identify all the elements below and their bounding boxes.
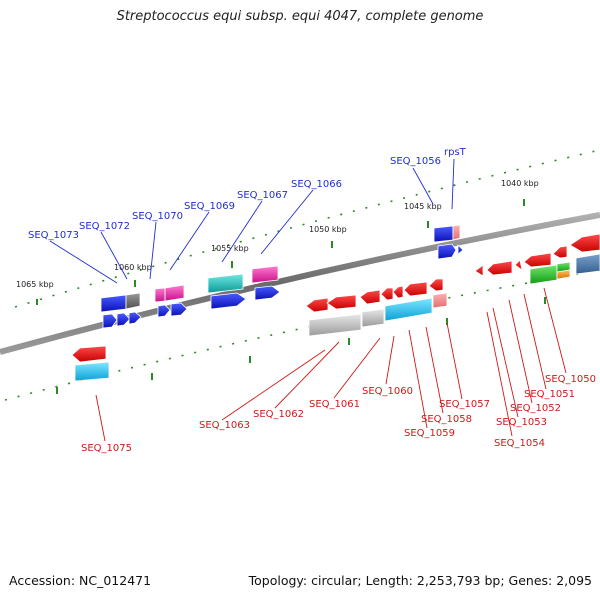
genome-backbone: [0, 212, 600, 355]
gene-label-seq1062[interactable]: SEQ_1062: [253, 409, 304, 420]
gene-seq1067-block[interactable]: [207, 273, 244, 294]
gene-seq1054-arrow[interactable]: [474, 264, 484, 277]
gene-label-seq1060[interactable]: SEQ_1060: [362, 386, 413, 397]
gene-label-seq1059[interactable]: SEQ_1059: [404, 428, 455, 439]
gene-seq1049-arrow[interactable]: [569, 233, 600, 253]
gene-label-seq1056[interactable]: SEQ_1056: [390, 156, 441, 167]
gene-seq1073-block[interactable]: [100, 294, 127, 313]
gene-seq1072-block[interactable]: [125, 292, 141, 310]
gene-seq1057-block[interactable]: [432, 292, 448, 309]
gene-seq1052-arrow[interactable]: [514, 259, 523, 271]
gene-label-seq1073[interactable]: SEQ_1073: [28, 230, 79, 241]
gene-label-seq1066[interactable]: SEQ_1066: [291, 179, 342, 190]
kbp-label-1055: 1055 kbp: [211, 244, 249, 253]
gene-label-seq1053[interactable]: SEQ_1053: [496, 417, 547, 428]
kbp-label-1045: 1045 kbp: [404, 202, 442, 211]
gene-seq1060-arrow-a[interactable]: [380, 287, 394, 301]
gene-label-seq1052[interactable]: SEQ_1052: [510, 403, 561, 414]
gene-label-rpst[interactable]: rpsT: [444, 147, 467, 158]
gene-seq1069-block[interactable]: [164, 284, 185, 302]
gene-seq1075-block[interactable]: [74, 361, 110, 382]
gene-seq1069-arrow[interactable]: [170, 302, 188, 317]
forward-leader-lines: [49, 158, 455, 284]
gene-seq1050-arrow[interactable]: [552, 245, 568, 259]
gene-seq1058-arrow[interactable]: [428, 278, 444, 292]
gene-label-seq1061[interactable]: SEQ_1061: [309, 399, 360, 410]
kbp-label-1050: 1050 kbp: [309, 225, 347, 234]
gene-seq1062-arrow[interactable]: [326, 294, 357, 310]
kbp-label-1060: 1060 kbp: [114, 263, 152, 272]
accession-text: Accession: NC_012471: [9, 573, 152, 588]
gene-seq1063-block[interactable]: [308, 313, 362, 337]
gene-seq1050-block-b[interactable]: [556, 269, 571, 280]
gene-seq1067-arrow[interactable]: [210, 292, 247, 310]
gene-seq1070-block[interactable]: [154, 287, 166, 303]
reverse-leader-lines: [95, 287, 567, 442]
forward-gene-blocks: [100, 224, 464, 329]
scale-ring-inner: [4, 269, 600, 401]
gene-label-seq1057[interactable]: SEQ_1057: [439, 399, 490, 410]
gene-label-seq1072[interactable]: SEQ_1072: [79, 221, 130, 232]
genome-stats-text: Topology: circular; Length: 2,253,793 bp…: [248, 573, 592, 588]
gene-rpst-block[interactable]: [452, 224, 461, 241]
gene-seq1059-arrow[interactable]: [403, 281, 428, 297]
gene-label-seq1063[interactable]: SEQ_1063: [199, 420, 250, 431]
gene-label-seq1050[interactable]: SEQ_1050: [545, 374, 596, 385]
major-ticks-outer: [36, 199, 525, 305]
gene-label-seq1070[interactable]: SEQ_1070: [132, 211, 183, 222]
gene-seq1056-block[interactable]: [433, 225, 454, 243]
gene-seq1070-arrow[interactable]: [157, 304, 171, 318]
major-ticks-inner: [56, 297, 546, 394]
kbp-label-1065: 1065 kbp: [16, 280, 54, 289]
reverse-gene-blocks: [71, 233, 600, 382]
gene-seq1063-arrow[interactable]: [305, 297, 329, 313]
gene-seq1053-arrow[interactable]: [486, 260, 513, 276]
kbp-label-1040: 1040 kbp: [501, 179, 539, 188]
gene-label-seq1075[interactable]: SEQ_1075: [81, 443, 132, 454]
gene-seq1066-arrow[interactable]: [254, 285, 281, 301]
gene-seq1066-block[interactable]: [251, 265, 279, 284]
gene-seq1075-arrow[interactable]: [71, 345, 107, 363]
gene-label-seq1058[interactable]: SEQ_1058: [421, 414, 472, 425]
gene-rpst-arrow[interactable]: [457, 244, 464, 255]
gene-seq1051-arrow[interactable]: [523, 252, 552, 268]
gene-seq1073-arrow-a[interactable]: [102, 313, 118, 329]
gene-seq1059-block[interactable]: [384, 297, 433, 322]
gene-seq1061-arrow[interactable]: [359, 289, 381, 305]
gene-seq1056-arrow[interactable]: [437, 243, 457, 260]
gene-seq1073-arrow-b[interactable]: [116, 312, 131, 327]
gene-seq1061-block[interactable]: [361, 308, 385, 328]
gene-label-seq1069[interactable]: SEQ_1069: [184, 201, 235, 212]
gene-seq1051-block[interactable]: [529, 264, 558, 285]
gene-label-seq1051[interactable]: SEQ_1051: [524, 389, 575, 400]
gene-label-seq1067[interactable]: SEQ_1067: [237, 190, 288, 201]
gene-seq1048-block[interactable]: [575, 253, 600, 275]
gene-seq1072-arrow[interactable]: [128, 311, 142, 325]
map-title: Streptococcus equi subsp. equi 4047, com…: [116, 9, 484, 24]
gene-label-seq1054[interactable]: SEQ_1054: [494, 438, 545, 449]
gene-seq1060-arrow-b[interactable]: [392, 285, 404, 299]
